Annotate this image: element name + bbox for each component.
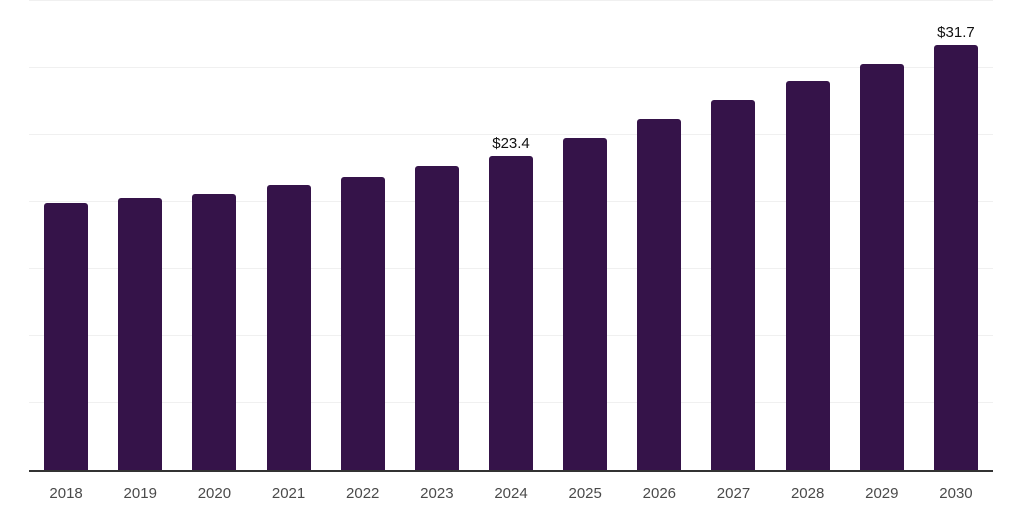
x-axis-line [29, 470, 993, 472]
x-tick-2029: 2029 [865, 485, 899, 502]
bar-slot-2024: $23.4 [474, 0, 548, 470]
x-tick-2019: 2019 [123, 485, 157, 502]
bar-2030 [933, 45, 978, 470]
bar-2027 [711, 100, 756, 470]
bar-2020 [192, 194, 237, 470]
bar-2025 [563, 138, 608, 470]
gridline-25 [29, 134, 993, 135]
bar-slot-2023 [400, 0, 474, 470]
x-tick-2030: 2030 [939, 485, 973, 502]
bar-2022 [340, 177, 385, 470]
x-tick-2020: 2020 [197, 485, 232, 502]
bar-slot-2018 [29, 0, 103, 470]
bar-slot-2025 [548, 0, 622, 470]
x-tick-2026: 2026 [642, 485, 677, 502]
x-tick-2024: 2024 [494, 485, 528, 502]
bar-2028 [785, 81, 830, 470]
bar-2021 [266, 185, 311, 470]
bar-slot-2021 [251, 0, 325, 470]
bar-slot-2030: $31.7 [919, 0, 993, 470]
bar-2019 [118, 198, 163, 470]
bar-slot-2020 [177, 0, 251, 470]
gridline-30 [29, 67, 993, 68]
x-tick-2027: 2027 [716, 485, 751, 502]
bar-slot-2022 [326, 0, 400, 470]
bar-slot-2019 [103, 0, 177, 470]
bar-slot-2029 [845, 0, 919, 470]
bar-2018 [44, 203, 89, 470]
bar-2024 [489, 156, 534, 470]
bar-2026 [637, 119, 682, 470]
x-tick-2023: 2023 [420, 485, 454, 502]
data-label-2030: $31.7 [937, 24, 975, 41]
bar-slot-2027 [696, 0, 770, 470]
bar-2023 [414, 166, 459, 470]
x-axis-tick-labels: 2018 2019 2020 2021 2022 2023 2024 2025 2026 2027… [29, 472, 993, 502]
x-tick-2021: 2021 [271, 485, 306, 502]
data-label-2024: $23.4 [492, 135, 530, 152]
x-tick-2025: 2025 [568, 485, 602, 502]
bar-slot-2028 [771, 0, 845, 470]
x-tick-2018: 2018 [49, 485, 83, 502]
bar-slot-2026 [622, 0, 696, 470]
x-tick-2028: 2028 [790, 485, 825, 502]
bars-row: $23.4 $31.7 [29, 0, 993, 470]
x-tick-2022: 2022 [346, 485, 380, 502]
market-forecast-bar-chart: $23.4 $31.7 2018 2019 2020 2021 2022 2023 2024 2… [29, 0, 993, 502]
plot-area: $23.4 $31.7 [29, 0, 993, 470]
bar-2029 [859, 64, 904, 470]
gridline-35 [29, 0, 993, 1]
